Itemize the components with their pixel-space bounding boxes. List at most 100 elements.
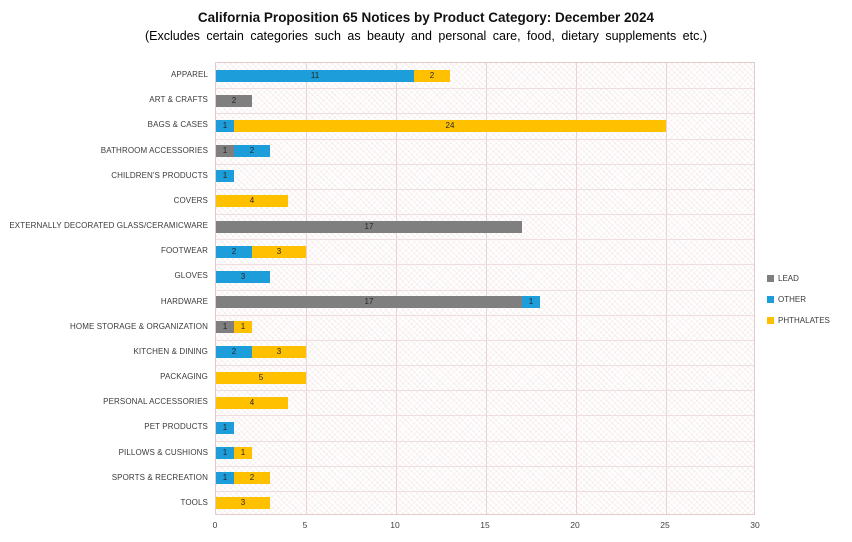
bar-row: 17: [216, 220, 522, 233]
data-label: 3: [276, 347, 282, 357]
data-label: 5: [258, 372, 264, 382]
bar-segment-phthalates: 1: [234, 321, 252, 334]
data-label: 2: [249, 473, 255, 483]
legend-label: LEAD: [778, 274, 799, 283]
y-axis-category-labels: APPAREL ART & CRAFTS BAGS & CASES BATHROOM …: [0, 62, 208, 515]
data-label: 3: [276, 246, 282, 256]
bar-segment-other: 1: [216, 447, 234, 460]
plot-area: 11 2 2 1 24 1 2 1 4 17 2 3 3 17 1 1 1 2 3 5 4 1 1 1 1 2 3: [215, 62, 755, 515]
gridline-horizontal: [216, 415, 754, 417]
category-label: COVERS: [173, 195, 208, 205]
gridline-horizontal: [216, 138, 754, 140]
gridline-horizontal: [216, 289, 754, 291]
gridline-horizontal: [216, 440, 754, 442]
bar-segment-phthalates: 3: [216, 497, 270, 510]
category-label: PILLOWS & CUSHIONS: [118, 447, 208, 457]
x-tick-label: 20: [570, 520, 580, 530]
data-label: 1: [222, 171, 228, 181]
bar-segment-other: 2: [234, 145, 270, 158]
x-tick-label: 0: [212, 520, 218, 530]
legend-label: PHTHALATES: [778, 316, 830, 325]
legend-item: OTHER: [767, 289, 830, 310]
bar-segment-phthalates: 3: [252, 245, 306, 258]
chart-subtitle: (Excludes certain categories such as bea…: [145, 29, 707, 43]
bar-segment-other: 2: [216, 346, 252, 359]
data-label: 1: [240, 322, 246, 332]
bar-segment-phthalates: 4: [216, 195, 288, 208]
category-label: BAGS & CASES: [147, 120, 208, 130]
legend-item: LEAD: [767, 268, 830, 289]
data-label: 2: [231, 95, 237, 105]
legend-swatch-icon: [767, 317, 774, 324]
bar-row: 2: [216, 94, 252, 107]
bar-segment-lead: 17: [216, 220, 522, 233]
data-label: 3: [240, 498, 246, 508]
gridline-horizontal: [216, 365, 754, 366]
gridline-horizontal: [216, 163, 754, 165]
chart-title: California Proposition 65 Notices by Pro…: [197, 10, 655, 25]
category-label: FOOTWEAR: [160, 246, 208, 256]
gridline-horizontal: [216, 390, 754, 392]
bar-segment-other: 1: [522, 296, 540, 309]
data-label: 17: [364, 297, 374, 307]
x-tick-label: 5: [302, 520, 308, 530]
bar-row: 1: [216, 170, 234, 183]
gridline-horizontal: [216, 239, 754, 241]
bar-segment-phthalates: 2: [234, 472, 270, 485]
bar-segment-other: 1: [216, 170, 234, 183]
gridline-vertical: [666, 63, 667, 514]
category-label: KITCHEN & DINING: [133, 346, 208, 356]
gridline-vertical: [306, 63, 307, 514]
bar-segment-phthalates: 24: [234, 119, 666, 132]
gridline-horizontal: [216, 214, 754, 215]
x-tick-label: 30: [750, 520, 760, 530]
x-tick-label: 25: [660, 520, 670, 530]
gridline-horizontal: [216, 188, 754, 190]
data-label: 4: [249, 196, 255, 206]
gridline-vertical: [576, 63, 577, 514]
data-label: 17: [364, 221, 374, 231]
gridline-horizontal: [216, 339, 754, 341]
bar-row: 17 1: [216, 296, 540, 309]
category-label: APPAREL: [170, 70, 208, 80]
bar-segment-lead: 17: [216, 296, 522, 309]
bar-segment-other: 1: [216, 119, 234, 132]
bar-segment-phthalates: 2: [414, 69, 450, 82]
data-label: 1: [222, 422, 228, 432]
bar-segment-lead: 1: [216, 145, 234, 158]
data-label: 4: [249, 397, 255, 407]
data-label: 1: [528, 297, 534, 307]
gridline-horizontal: [216, 113, 754, 115]
data-label: 1: [222, 448, 228, 458]
gridline-horizontal: [216, 88, 754, 90]
category-label: HOME STORAGE & ORGANIZATION: [70, 321, 208, 331]
category-label: SPORTS & RECREATION: [111, 472, 208, 482]
bar-segment-phthalates: 1: [234, 447, 252, 460]
category-label: CHILDREN'S PRODUCTS: [111, 170, 208, 180]
category-label: EXTERNALLY DECORATED GLASS/CERAMICWARE: [9, 221, 208, 231]
bar-row: 5: [216, 371, 306, 384]
x-tick-label: 15: [480, 520, 490, 530]
bar-row: 3: [216, 497, 270, 510]
gridline-horizontal: [216, 465, 754, 467]
category-label: PACKAGING: [160, 372, 208, 382]
legend-swatch-icon: [767, 275, 774, 282]
category-label: TOOLS: [180, 497, 208, 507]
data-label: 1: [222, 322, 228, 332]
category-label: BATHROOM ACCESSORIES: [100, 145, 208, 155]
bar-row: 3: [216, 270, 270, 283]
legend: LEAD OTHER PHTHALATES: [767, 268, 830, 331]
category-label: PERSONAL ACCESSORIES: [103, 397, 208, 407]
legend-item: PHTHALATES: [767, 310, 830, 331]
bar-row: 1: [216, 421, 234, 434]
bar-segment-other: 2: [216, 245, 252, 258]
data-label: 1: [222, 120, 228, 130]
data-label: 2: [429, 70, 435, 80]
data-label: 2: [249, 146, 255, 156]
